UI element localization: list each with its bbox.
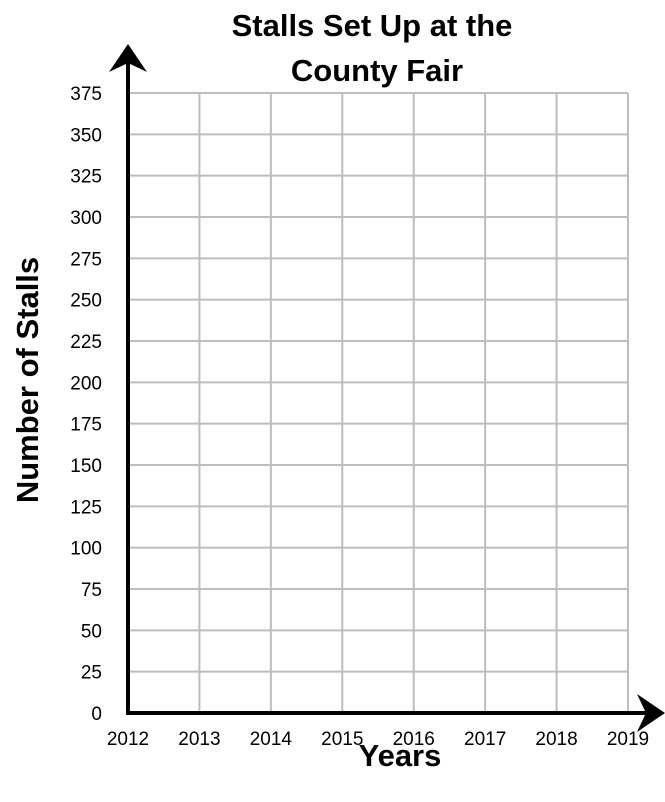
y-tick-label: 0: [91, 704, 102, 725]
x-tick-label: 2016: [393, 729, 435, 750]
y-tick-label: 75: [81, 580, 102, 601]
chart-title-line-2: County Fair: [291, 53, 463, 88]
y-tick-label: 125: [70, 497, 102, 518]
y-tick-label: 200: [70, 373, 102, 394]
chart-title-line-1: Stalls Set Up at the: [232, 8, 513, 43]
x-tick-label: 2012: [107, 729, 149, 750]
x-tick-label: 2019: [607, 729, 649, 750]
y-axis-arrow-icon: [109, 44, 147, 72]
y-tick-label: 225: [70, 332, 102, 353]
y-tick-label: 100: [70, 539, 102, 560]
y-tick-label: 50: [81, 621, 102, 642]
y-tick-label: 175: [70, 415, 102, 436]
y-tick-label: 300: [70, 208, 102, 229]
x-tick-label: 2015: [321, 729, 363, 750]
y-tick-labels: 0 25 50 75 100 125 150 175 200 225 250 275 300 325 350…: [70, 84, 102, 725]
x-axis-label: Years: [359, 738, 442, 773]
y-tick-label: 375: [70, 84, 102, 105]
y-tick-label: 275: [70, 249, 102, 270]
x-tick-label: 2017: [464, 729, 506, 750]
y-tick-label: 250: [70, 291, 102, 312]
y-tick-label: 150: [70, 456, 102, 477]
x-tick-label: 2018: [535, 729, 577, 750]
grid-lines: [128, 92, 629, 713]
x-tick-label: 2014: [250, 729, 293, 750]
x-tick-label: 2013: [178, 729, 220, 750]
y-tick-label: 325: [70, 167, 102, 188]
x-axis-arrow-icon: [637, 694, 665, 732]
y-axis-label: Number of Stalls: [10, 257, 45, 503]
y-tick-label: 350: [70, 125, 102, 146]
x-tick-labels: 2012 2013 2014 2015 2016 2017 2018 2019: [107, 729, 649, 750]
y-tick-label: 25: [81, 663, 102, 684]
